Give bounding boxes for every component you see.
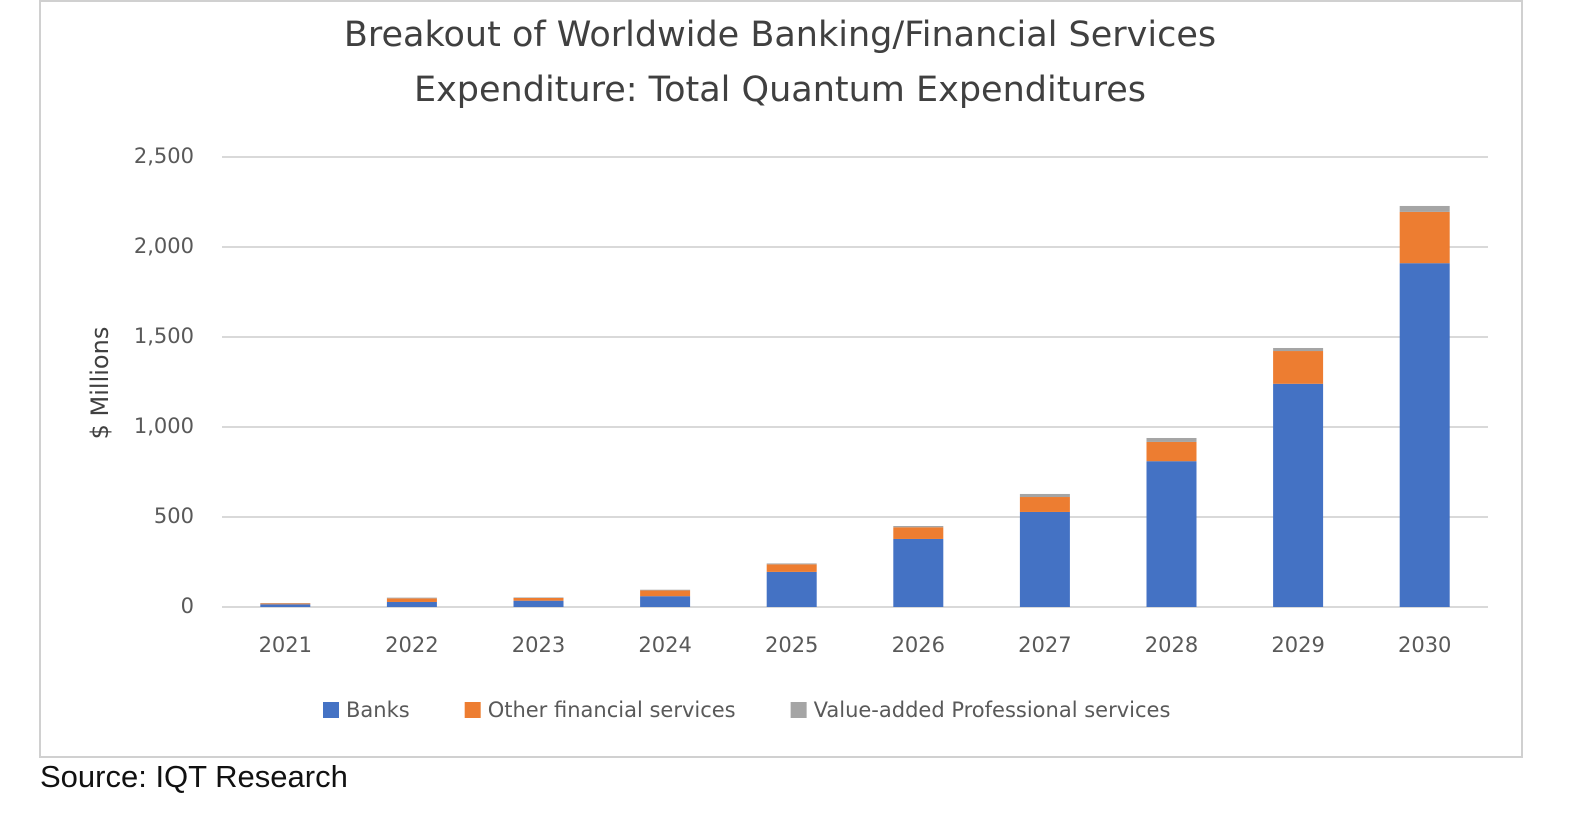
bar-segment [513, 597, 564, 598]
x-tick-label: 2029 [1271, 633, 1324, 657]
x-tick-label: 2023 [512, 633, 565, 657]
chart-title: Breakout of Worldwide Banking/Financial … [344, 15, 1216, 55]
x-tick-label: 2030 [1398, 633, 1451, 657]
x-tick-label: 2027 [1018, 633, 1071, 657]
x-tick-label: 2026 [892, 633, 945, 657]
bar-segment [1146, 437, 1197, 442]
x-tick-label: 2028 [1145, 633, 1198, 657]
bar-segment [766, 563, 817, 565]
bar-segment [1019, 511, 1070, 607]
bar-segment [1019, 497, 1070, 512]
legend-swatch [790, 702, 807, 718]
y-tick-label: 1,000 [134, 414, 194, 438]
bar-segment [1019, 493, 1070, 498]
bar-segment [640, 589, 691, 591]
x-tick-label: 2024 [638, 633, 691, 657]
bar-segment [513, 598, 564, 601]
bar-segment [386, 598, 437, 602]
legend-swatch [323, 702, 339, 718]
bar-segment [893, 526, 944, 528]
bar-segment [640, 590, 691, 597]
bar-segment [640, 596, 691, 607]
legend-swatch [464, 702, 481, 718]
bar-segment [1399, 205, 1450, 212]
chart-title: Expenditure: Total Quantum Expenditures [414, 70, 1146, 110]
y-axis-label: $ Millions [86, 327, 114, 440]
bar-segment [1399, 211, 1450, 264]
y-tick-label: 2,500 [134, 144, 194, 168]
bar-segment [1273, 383, 1324, 607]
x-tick-label: 2022 [385, 633, 438, 657]
bar-segment [513, 600, 564, 607]
bar-segment [893, 538, 944, 607]
bar-segment [386, 601, 437, 607]
bar-segment [1273, 351, 1324, 384]
x-tick-label: 2025 [765, 633, 818, 657]
bar-segment [260, 603, 311, 605]
legend-label: Value-added Professional services [814, 698, 1171, 722]
bar-segment [386, 597, 437, 599]
y-tick-label: 500 [154, 504, 194, 528]
bar-segment [1399, 263, 1450, 607]
y-tick-label: 2,000 [134, 234, 194, 258]
bar-segment [1146, 461, 1197, 607]
y-tick-label: 1,500 [134, 324, 194, 348]
bar-segment [766, 564, 817, 572]
bar-segment [893, 527, 944, 539]
y-tick-label: 0 [181, 594, 194, 618]
bar-segment [260, 604, 311, 607]
source: Source: IQT Research [40, 759, 348, 794]
bar-segment [766, 571, 817, 607]
chart-frame [39, 0, 1523, 758]
legend-label: Other financial services [488, 698, 736, 722]
bar-segment [1146, 441, 1197, 462]
x-tick-label: 2021 [259, 633, 312, 657]
legend-label: Banks [346, 698, 410, 722]
bar-segment [1273, 347, 1324, 352]
